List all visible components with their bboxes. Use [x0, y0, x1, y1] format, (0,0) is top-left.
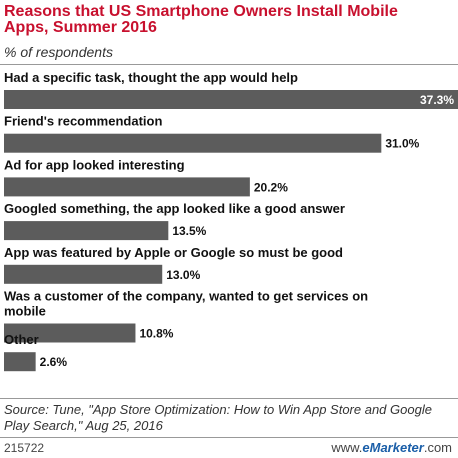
category-label: Had a specific task, thought the app wou… [4, 70, 298, 85]
bar [4, 90, 458, 109]
bar [4, 133, 382, 153]
category-label: Friend's recommendation [4, 114, 162, 129]
site-link[interactable]: www.eMarketer.com [331, 440, 452, 455]
category-label: Googled something, the app looked like a… [4, 201, 345, 216]
chart-subtitle: % of respondents [4, 44, 113, 60]
category-label: App was featured by Apple or Google so m… [4, 245, 343, 260]
site-brand: eMarketer [362, 440, 424, 455]
value-label: 10.8% [139, 327, 173, 341]
bar [4, 323, 136, 343]
value-label: 2.6% [40, 355, 68, 369]
site-prefix: www. [331, 440, 363, 455]
value-label: 37.3% [420, 93, 454, 107]
source-note: Source: Tune, "App Store Optimization: H… [4, 402, 432, 433]
chart-title: Reasons that US Smartphone Owners Instal… [4, 3, 398, 36]
title-divider [0, 64, 458, 65]
footer-divider [0, 437, 458, 438]
site-suffix: .com [423, 440, 452, 455]
category-label: Was a customer of the company, wanted to… [4, 289, 368, 319]
bar [4, 221, 169, 241]
value-label: 20.2% [254, 180, 288, 194]
bar [4, 264, 163, 284]
value-label: 13.5% [172, 224, 206, 238]
category-label: Ad for app looked interesting [4, 157, 185, 172]
bar [4, 177, 250, 197]
value-label: 13.0% [166, 268, 200, 282]
value-label: 31.0% [385, 137, 419, 151]
chart-id: 215722 [4, 441, 45, 455]
bar-chart: Had a specific task, thought the app wou… [4, 70, 458, 372]
bar [4, 352, 36, 372]
category-label: Other [4, 332, 39, 347]
source-divider [0, 398, 458, 399]
